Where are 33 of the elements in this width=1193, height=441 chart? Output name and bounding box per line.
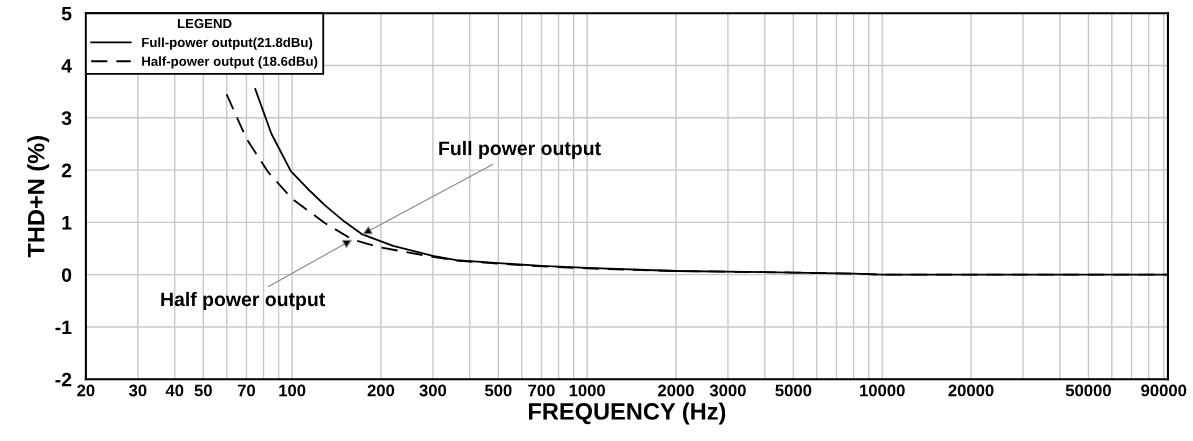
y-tick-label: 2 <box>61 163 72 178</box>
y-tick-label: 0 <box>61 268 72 282</box>
x-tick-label: 90000 <box>1141 384 1187 397</box>
x-tick-label: 50 <box>194 384 212 397</box>
x-tick-label: 3000 <box>709 384 746 397</box>
y-tick-label: 5 <box>61 6 72 21</box>
x-tick-label: 70 <box>237 384 256 397</box>
x-tick-label: 30 <box>128 384 147 397</box>
annotation: Half power output <box>161 291 326 311</box>
legend-label: Half-power output (18.6dBu) <box>142 56 318 69</box>
x-tick-label: 50000 <box>1065 384 1111 397</box>
x-tick-label: 300 <box>419 384 447 397</box>
x-tick-label: 2000 <box>658 384 694 397</box>
x-tick-label: 20 <box>77 384 95 397</box>
y-axis-title: THD+N (%) <box>27 136 50 258</box>
x-axis-title: FREQUENCY (Hz) <box>529 402 726 425</box>
x-tick-label: 40 <box>165 384 184 397</box>
x-tick-label: 700 <box>528 384 555 397</box>
legend-label: Full-power output(21.8dBu) <box>142 37 313 50</box>
x-tick-label: 200 <box>367 384 395 397</box>
x-tick-label: 5000 <box>775 384 812 397</box>
y-tick-label: -1 <box>55 320 72 335</box>
x-tick-label: 1000 <box>569 384 606 397</box>
y-tick-label: -2 <box>55 372 72 387</box>
y-tick-label: 1 <box>62 216 72 230</box>
y-tick-label: 3 <box>61 111 72 126</box>
x-tick-label: 20000 <box>948 384 994 397</box>
x-tick-label: 500 <box>484 384 512 397</box>
y-tick-label: 4 <box>61 59 72 73</box>
legend-title: LEGEND <box>177 18 232 29</box>
x-tick-label: 10000 <box>860 384 905 397</box>
annotation: Full power output <box>439 140 601 160</box>
x-tick-label: 100 <box>279 384 306 397</box>
